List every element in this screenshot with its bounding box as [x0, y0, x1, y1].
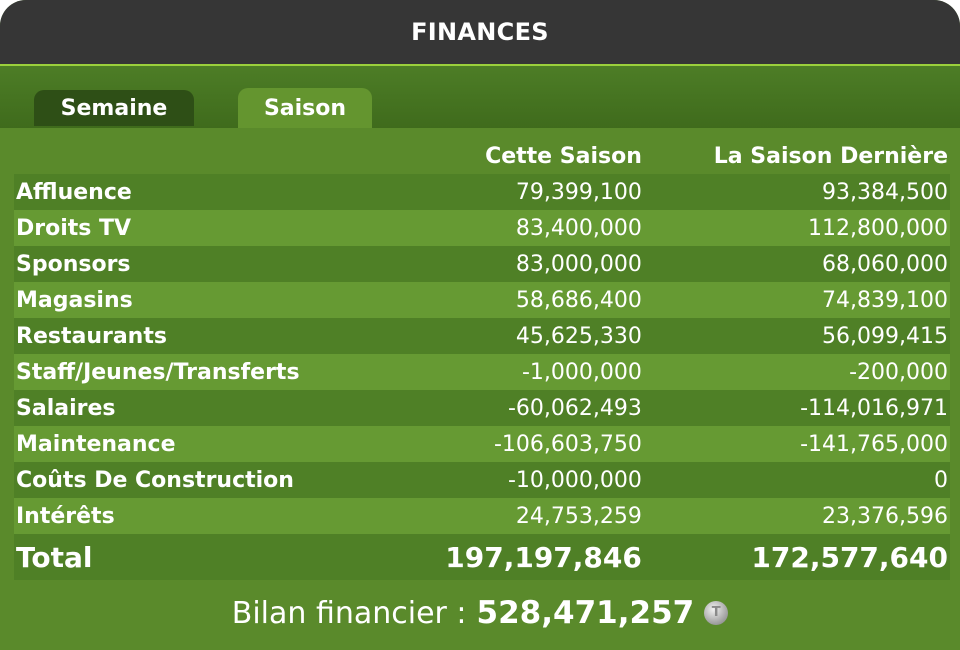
this-season-value: -10,000,000: [507, 467, 642, 493]
table-row: Maintenance -106,603,750 -141,765,000: [14, 426, 950, 462]
table-row: Coûts De Construction -10,000,000 0: [14, 462, 950, 498]
tab-saison[interactable]: Saison: [238, 88, 372, 128]
last-season-value: 23,376,596: [822, 503, 948, 529]
this-season-value: 45,625,330: [515, 323, 642, 349]
last-season-value: -114,016,971: [800, 395, 948, 421]
finance-table: Cette Saison La Saison Dernière Affluenc…: [14, 138, 950, 580]
column-header-this-season: Cette Saison: [485, 143, 642, 169]
window-title: FINANCES: [411, 18, 549, 46]
last-season-value: 56,099,415: [822, 323, 948, 349]
row-label: Sponsors: [16, 251, 131, 277]
row-label: Intérêts: [16, 503, 115, 529]
row-label: Staff/Jeunes/Transferts: [16, 359, 300, 385]
last-season-value: -141,765,000: [800, 431, 948, 457]
table-row: Sponsors 83,000,000 68,060,000: [14, 246, 950, 282]
last-season-value: 68,060,000: [822, 251, 948, 277]
financial-balance: Bilan financier : 528,471,257: [0, 590, 960, 636]
balance-value: 528,471,257: [476, 595, 695, 631]
balance-label: Bilan financier :: [231, 595, 467, 631]
this-season-value: 24,753,259: [515, 503, 642, 529]
last-season-value: 0: [934, 467, 948, 493]
this-season-value: -106,603,750: [493, 431, 642, 457]
this-season-value: 58,686,400: [515, 287, 642, 313]
column-header-label: [14, 138, 431, 174]
row-label: Magasins: [16, 287, 133, 313]
row-label: Droits TV: [16, 215, 132, 241]
this-season-value: -60,062,493: [507, 395, 642, 421]
tab-bar: Semaine Saison: [0, 66, 960, 128]
row-label: Restaurants: [16, 323, 167, 349]
table-row: Droits TV 83,400,000 112,800,000: [14, 210, 950, 246]
this-season-value: 83,400,000: [515, 215, 642, 241]
finance-table-area: Cette Saison La Saison Dernière Affluenc…: [0, 128, 960, 650]
total-row: Total 197,197,846 172,577,640: [14, 534, 950, 580]
last-season-value: 112,800,000: [808, 215, 948, 241]
table-header-row: Cette Saison La Saison Dernière: [14, 138, 950, 174]
row-label: Maintenance: [16, 431, 176, 457]
total-last-season: 172,577,640: [643, 534, 950, 580]
coin-icon: [704, 601, 729, 625]
table-row: Restaurants 45,625,330 56,099,415: [14, 318, 950, 354]
last-season-value: 93,384,500: [822, 179, 948, 205]
table-row: Salaires -60,062,493 -114,016,971: [14, 390, 950, 426]
table-row: Staff/Jeunes/Transferts -1,000,000 -200,…: [14, 354, 950, 390]
window-title-bar: FINANCES: [0, 0, 960, 66]
table-row: Affluence 79,399,100 93,384,500: [14, 174, 950, 210]
tab-semaine[interactable]: Semaine: [34, 90, 194, 126]
total-this-season: 197,197,846: [430, 534, 644, 580]
column-header-last-season: La Saison Dernière: [713, 143, 948, 169]
last-season-value: -200,000: [849, 359, 948, 385]
this-season-value: 83,000,000: [515, 251, 642, 277]
row-label: Affluence: [16, 179, 132, 205]
table-row: Magasins 58,686,400 74,839,100: [14, 282, 950, 318]
this-season-value: 79,399,100: [515, 179, 642, 205]
total-label: Total: [14, 534, 431, 580]
this-season-value: -1,000,000: [521, 359, 642, 385]
table-row: Intérêts 24,753,259 23,376,596: [14, 498, 950, 534]
row-label: Coûts De Construction: [16, 467, 294, 493]
last-season-value: 74,839,100: [822, 287, 948, 313]
row-label: Salaires: [16, 395, 116, 421]
